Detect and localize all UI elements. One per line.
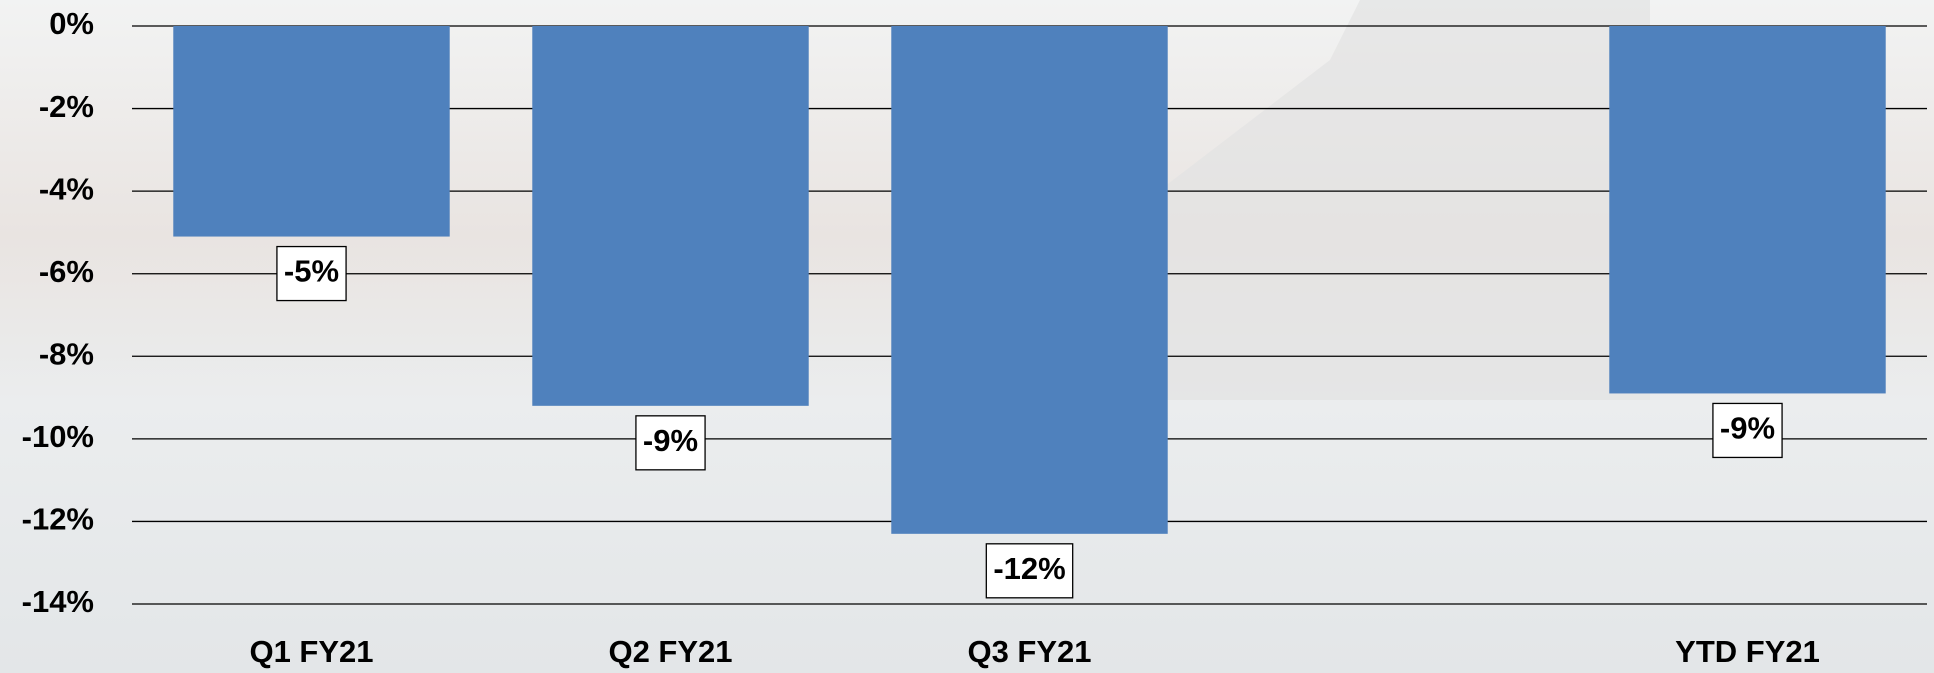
y-tick-label: 0%	[49, 6, 94, 41]
data-label-box	[276, 245, 347, 302]
data-label-box	[1712, 402, 1783, 459]
y-tick-label: -2%	[39, 89, 94, 124]
data-label: -9%	[643, 423, 698, 458]
x-tick-label: Q2 FY21	[608, 634, 732, 669]
bar	[173, 26, 450, 237]
y-tick-label: -8%	[39, 336, 94, 371]
data-label: -5%	[284, 254, 339, 289]
y-tick-label: -12%	[22, 502, 94, 537]
background-ship	[1160, 0, 1650, 400]
data-label: -9%	[1720, 411, 1775, 446]
data-label: -12%	[993, 551, 1065, 586]
bar	[891, 26, 1168, 534]
x-tick-label: Q1 FY21	[249, 634, 373, 669]
data-label-box	[635, 415, 706, 471]
y-tick-label: -6%	[39, 254, 94, 289]
data-label-box	[985, 543, 1074, 599]
x-tick-label: Q3 FY21	[967, 634, 1091, 669]
y-tick-label: -14%	[22, 584, 94, 619]
y-tick-label: -4%	[39, 171, 94, 206]
y-tick-label: -10%	[22, 419, 94, 454]
x-tick-label: YTD FY21	[1675, 634, 1820, 669]
bar	[532, 26, 809, 406]
bar	[1609, 26, 1886, 394]
